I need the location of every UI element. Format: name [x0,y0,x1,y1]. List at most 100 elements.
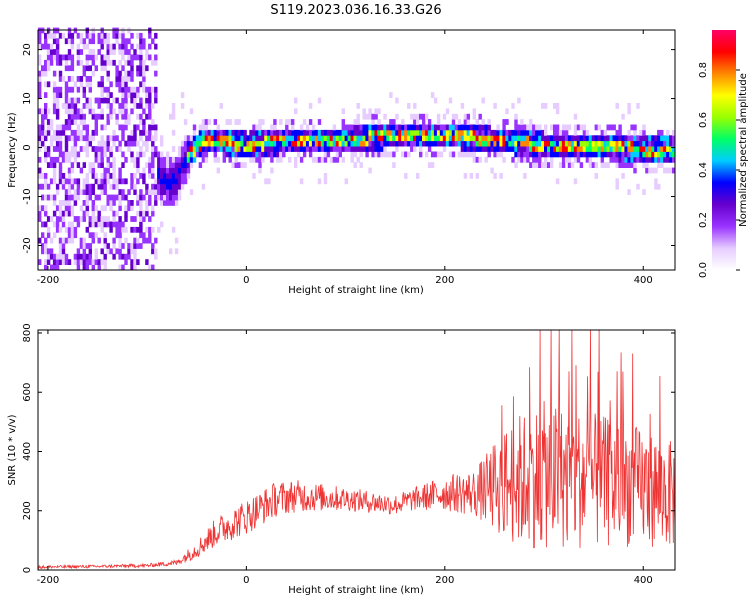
spectrogram-cell [317,135,322,142]
spectrogram-cell [380,140,384,147]
spectrogram-cell [46,124,51,131]
spectrogram-cell [252,156,256,163]
spectrogram-cell [279,140,283,147]
spectrogram-cell [648,151,652,158]
spectrogram-cell [64,92,69,98]
spectrogram-cell [106,59,110,66]
spectrogram-cell [463,129,468,136]
spectrogram-cell [439,129,444,136]
spectrogram-cell [76,49,81,55]
spectrogram-cell [76,151,81,158]
spectrogram-cell [413,140,417,147]
spectrogram-cell [493,146,497,152]
spectrogram-cell [88,97,92,104]
spectrogram-cell [121,54,125,61]
spectrogram-cell [139,226,143,233]
spectrogram-cell [374,108,378,115]
spectrogram-cell [94,232,98,239]
spectrogram-cell [660,135,664,142]
spectrogram-cell [276,146,280,152]
spectrogram-cell [243,135,247,142]
spectrogram-cell [627,156,631,163]
spectrogram-cell [44,32,48,39]
spectrogram-cell [496,124,500,131]
spectrogram-cell [419,135,423,142]
spectrogram-cell [139,210,143,217]
spectrogram-cell [124,253,128,260]
spectrogram-cell [115,183,119,190]
spectrogram-cell [460,151,465,158]
spectrogram-cell [457,135,462,142]
spectrogram-cell [148,194,152,201]
spectrogram-cell [79,146,84,152]
spectrogram-cell [46,226,51,233]
spectrogram-cell [109,59,113,66]
spectrogram-cell [180,178,185,185]
spectrogram-cell [118,173,122,179]
spectrogram-cell [124,86,128,93]
spectrogram-cell [386,140,390,147]
spectrogram-cell [64,151,69,158]
spectrogram-cell [526,129,530,136]
spectrogram-cell [514,135,518,142]
x-tick-label: 0 [243,575,249,586]
spectrogram-cell [106,38,110,45]
spectrogram-cell [121,194,125,201]
spectrogram-cell [633,162,637,168]
spectrogram-cell [160,178,164,185]
spectrogram-cell [377,108,381,115]
spectrogram-cell [160,162,164,168]
spectrogram-cell [618,146,622,152]
spectrogram-cell [121,253,125,260]
spectrogram-cell [157,167,161,174]
spectrogram-cell [201,124,206,131]
spectrogram-cell [115,38,119,45]
spectrogram-cell [302,140,307,147]
spectrogram-cell [371,140,375,147]
spectrogram-cell [445,135,450,142]
spectrogram-cell [67,76,72,82]
spectrogram-cell [445,124,450,131]
spectrogram-cell [64,81,69,88]
spectrogram-cell [433,135,438,142]
spectrogram-cell [130,226,134,233]
spectrogram-cell [657,151,661,158]
spectrogram-cell [67,156,72,163]
spectrogram-cell [58,162,63,168]
spectrogram-cell [44,259,48,265]
spectrogram-cell [493,140,497,147]
spectrogram-cell [308,129,313,136]
spectrogram-cell [338,140,342,147]
spectrogram-cell [64,38,69,45]
spectrogram-cell [38,173,42,179]
spectrogram-cell [49,237,54,244]
spectrogram-cell [139,205,143,212]
spectrogram-cell [79,167,84,174]
spectrogram-cell [49,135,54,142]
spectrogram-cell [660,129,664,136]
spectrogram-cell [561,162,566,168]
spectrogram-cell [618,162,622,168]
spectrogram-cell [475,124,479,131]
spectrogram-cell [64,140,69,147]
spectrogram-cell [124,59,128,66]
spectrogram-cell [154,135,158,142]
spectrogram-cell [41,194,45,201]
spectrogram-cell [308,146,313,152]
spectrogram-cell [654,167,658,174]
spectrogram-cell [648,135,652,142]
spectrogram-cell [64,103,69,109]
spectrogram-cell [538,124,542,131]
spectrogram-cell [660,146,664,152]
spectrogram-cell [82,237,86,244]
spectrogram-cell [79,113,84,120]
spectrogram-cell [597,140,601,147]
spectrogram-cell [67,210,72,217]
spectrogram-cell [103,183,107,190]
spectrogram-cell [76,183,81,190]
spectrogram-cell [44,194,48,201]
spectrogram-cell [317,129,322,136]
spectrogram-cell [526,140,530,147]
spectrogram-cell [133,86,137,93]
spectrogram-cell [490,146,494,152]
